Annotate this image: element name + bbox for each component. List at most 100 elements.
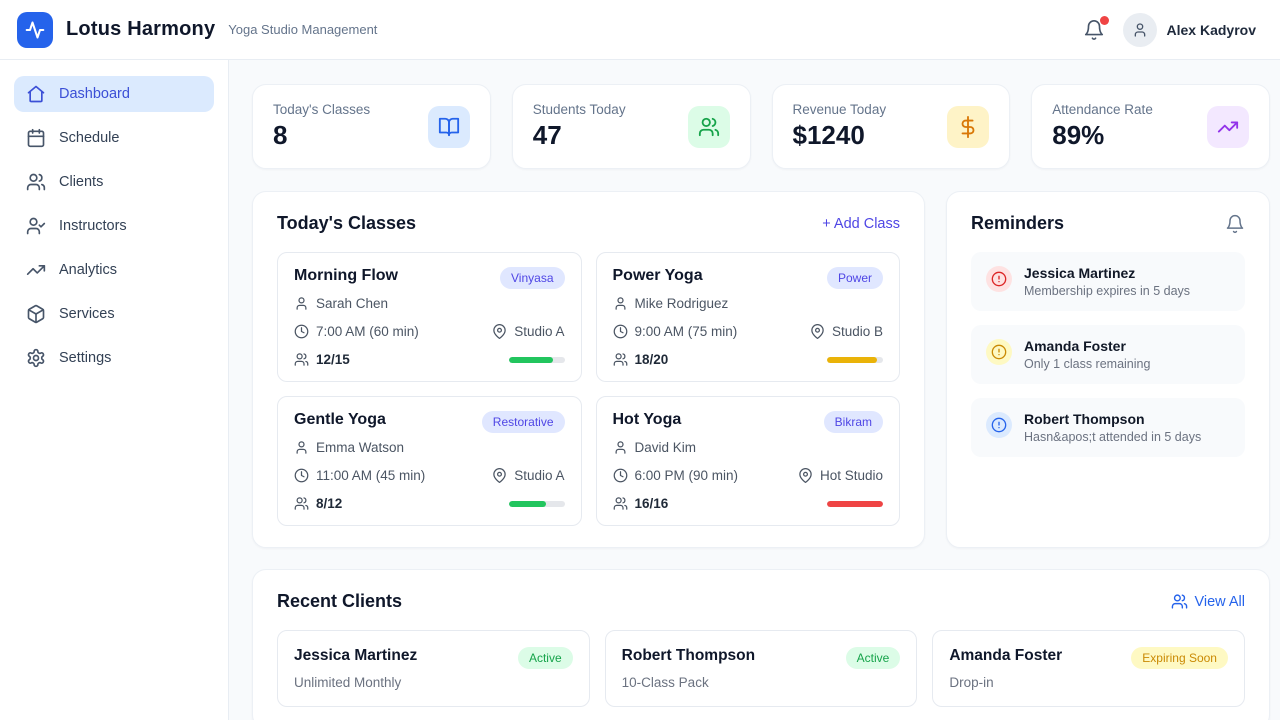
clock-icon: [613, 324, 628, 339]
instructor-name: David Kim: [634, 440, 697, 455]
class-studio: Studio B: [831, 324, 883, 339]
enrolled-count: 12/15: [316, 352, 350, 367]
class-time: 7:00 AM (60 min): [316, 324, 419, 339]
reminder-client-name: Jessica Martinez: [1024, 265, 1136, 281]
sidebar-item-schedule[interactable]: Schedule: [14, 120, 214, 156]
capacity-progress-bar: [508, 500, 565, 507]
client-card-amanda-foster[interactable]: Amanda Foster Expiring Soon Drop-in: [932, 630, 1245, 707]
client-name: Robert Thompson: [621, 647, 756, 664]
view-all-label: View All: [1194, 593, 1245, 610]
enrolled-count: 16/16: [634, 496, 669, 511]
class-name: Morning Flow: [294, 267, 398, 284]
class-card-power-yoga[interactable]: Power Yoga Power Mike Rodriguez 9:00 AM …: [595, 252, 900, 382]
class-style-badge: Restorative: [481, 411, 565, 433]
top-header: Lotus Harmony Yoga Studio Management Ale…: [0, 0, 1280, 60]
stat-label: Revenue Today: [792, 102, 887, 117]
app-subtitle: Yoga Studio Management: [228, 22, 378, 37]
sidebar-item-dashboard[interactable]: Dashboard: [14, 76, 214, 112]
client-grid: Jessica Martinez Active Unlimited Monthl…: [277, 630, 1245, 707]
recent-clients-panel: Recent Clients View All Jessica Martinez…: [252, 569, 1270, 720]
view-all-button[interactable]: View All: [1171, 593, 1245, 610]
class-name: Power Yoga: [612, 267, 703, 284]
user-menu[interactable]: Alex Kadyrov: [1122, 12, 1256, 47]
sidebar-item-label: Settings: [59, 350, 112, 366]
class-time: 6:00 PM (90 min): [634, 468, 739, 483]
stat-card-attendance-rate: Attendance Rate 89%: [1031, 84, 1270, 169]
sidebar-item-analytics[interactable]: Analytics: [14, 252, 214, 288]
client-name: Jessica Martinez: [294, 647, 418, 664]
sidebar-item-services[interactable]: Services: [14, 296, 214, 332]
reminder-item[interactable]: Jessica Martinez Membership expires in 5…: [971, 252, 1245, 311]
stat-card-todays-classes: Today's Classes 8: [252, 84, 491, 169]
clock-icon: [294, 468, 309, 483]
add-class-button[interactable]: + Add Class: [822, 215, 900, 232]
client-card-robert-thompson[interactable]: Robert Thompson Active 10-Class Pack: [604, 630, 918, 707]
instructor-name: Mike Rodriguez: [634, 296, 729, 311]
clock-icon: [613, 468, 628, 483]
stat-card-revenue-today: Revenue Today $1240: [771, 84, 1011, 169]
sidebar-item-label: Instructors: [59, 218, 127, 234]
notifications-button[interactable]: [1083, 15, 1109, 41]
users-icon: [1171, 593, 1188, 610]
stat-value: $1240: [792, 120, 865, 150]
capacity-progress-fill: [827, 356, 878, 363]
users-icon: [687, 105, 730, 148]
users-icon: [613, 352, 628, 367]
client-plan: Unlimited Monthly: [294, 675, 402, 690]
stats-row: Today's Classes 8 Students Today 47 Reve…: [252, 84, 1270, 169]
class-card-hot-yoga[interactable]: Hot Yoga Bikram David Kim 6:00 PM (90 mi…: [595, 396, 900, 526]
capacity-progress-fill: [827, 500, 883, 507]
capacity-progress-bar: [827, 356, 883, 363]
sidebar: Dashboard Schedule Clients Instructors A…: [0, 60, 229, 720]
recent-clients-title: Recent Clients: [277, 591, 403, 611]
stat-label: Today's Classes: [273, 102, 371, 117]
map-pin-icon: [798, 468, 813, 483]
class-card-morning-flow[interactable]: Morning Flow Vinyasa Sarah Chen 7:00 AM …: [277, 252, 582, 382]
clock-icon: [294, 324, 309, 339]
home-icon: [26, 84, 46, 104]
reminders-title: Reminders: [971, 213, 1065, 233]
reminder-item[interactable]: Amanda Foster Only 1 class remaining: [971, 325, 1245, 384]
reminder-client-name: Amanda Foster: [1024, 338, 1126, 354]
status-badge: Active: [845, 647, 901, 669]
sidebar-item-label: Services: [59, 306, 115, 322]
status-badge: Expiring Soon: [1131, 647, 1228, 669]
class-card-gentle-yoga[interactable]: Gentle Yoga Restorative Emma Watson 11:0…: [277, 396, 582, 526]
class-style-badge: Power: [826, 267, 883, 289]
reminder-item[interactable]: Robert Thompson Hasn&apos;t attended in …: [971, 398, 1245, 457]
sidebar-item-label: Schedule: [59, 130, 120, 146]
users-icon: [294, 496, 309, 511]
sidebar-item-label: Dashboard: [59, 86, 130, 102]
map-pin-icon: [492, 324, 507, 339]
class-time: 11:00 AM (45 min): [316, 468, 426, 483]
sidebar-item-label: Analytics: [59, 262, 118, 278]
stat-value: 47: [532, 120, 562, 150]
reminder-note: Membership expires in 5 days: [1024, 284, 1191, 298]
bell-icon: [1225, 214, 1245, 234]
stat-card-students-today: Students Today 47: [511, 84, 751, 169]
stat-value: 8: [273, 120, 288, 150]
user-icon: [294, 440, 309, 455]
app-logo: [17, 11, 53, 48]
todays-classes-panel: Today's Classes + Add Class Morning Flow…: [252, 191, 925, 548]
enrolled-count: 8/12: [316, 496, 343, 511]
app-title: Lotus Harmony: [66, 18, 216, 40]
sidebar-item-instructors[interactable]: Instructors: [14, 208, 214, 244]
calendar-icon: [26, 128, 46, 148]
capacity-progress-fill: [508, 356, 554, 363]
map-pin-icon: [810, 324, 825, 339]
class-time: 9:00 AM (75 min): [634, 324, 738, 339]
users-icon: [294, 352, 309, 367]
capacity-progress-fill: [508, 500, 547, 507]
alert-circle-icon: [986, 339, 1012, 365]
client-card-jessica-martinez[interactable]: Jessica Martinez Active Unlimited Monthl…: [277, 630, 590, 707]
reminders-panel: Reminders Jessica Martinez Membership ex…: [946, 191, 1270, 548]
package-icon: [26, 304, 46, 324]
status-badge: Active: [517, 647, 573, 669]
user-icon: [1132, 22, 1148, 38]
user-icon: [294, 296, 309, 311]
sidebar-item-clients[interactable]: Clients: [14, 164, 214, 200]
stat-label: Attendance Rate: [1052, 102, 1153, 117]
class-style-badge: Bikram: [823, 411, 883, 433]
sidebar-item-settings[interactable]: Settings: [14, 340, 214, 376]
